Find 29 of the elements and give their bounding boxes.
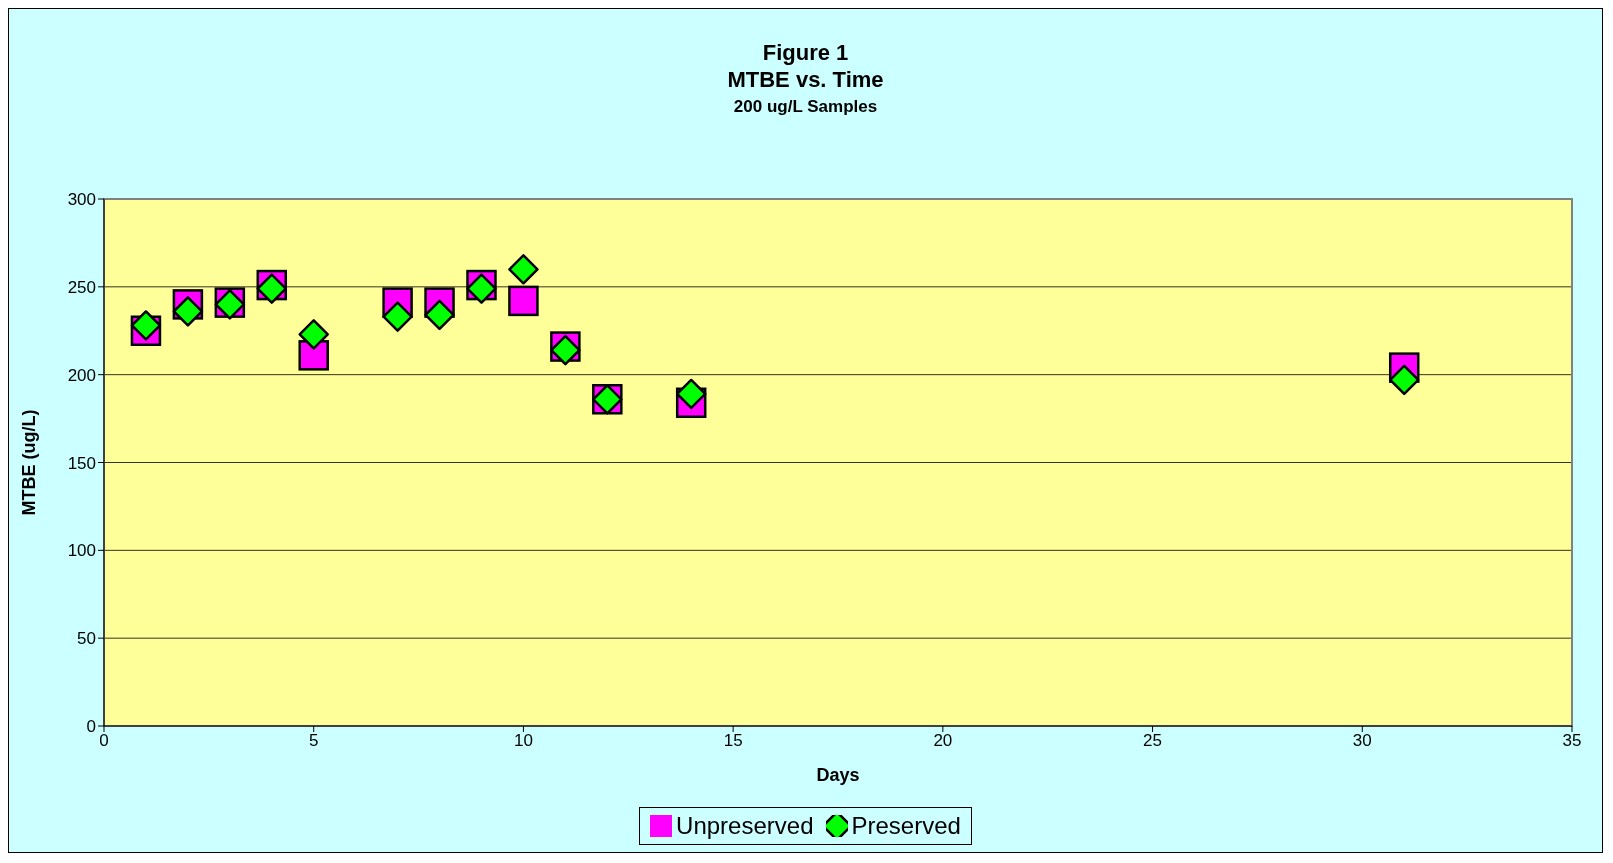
y-tick-label: 50: [77, 629, 96, 649]
y-tick-label: 250: [67, 277, 96, 297]
y-tick-label: 200: [67, 365, 96, 385]
point: [508, 285, 539, 317]
legend-label: Preserved: [851, 812, 961, 840]
y-tick-label: 300: [67, 190, 96, 210]
y-tick-label: 100: [67, 541, 96, 561]
y-tick-label: 150: [67, 453, 96, 473]
chart-subtitle: 200 ug/L Samples: [732, 97, 879, 117]
x-tick-label: 10: [513, 731, 533, 751]
y-axis-title: MTBE (ug/L): [19, 409, 40, 516]
x-tick-label: 35: [1562, 731, 1582, 751]
point: [298, 319, 329, 350]
x-tick-label: 15: [723, 731, 743, 751]
point: [424, 299, 455, 331]
point: [172, 296, 204, 327]
x-tick-label: 25: [1143, 731, 1163, 751]
legend-label: Unpreserved: [676, 812, 814, 840]
point: [1388, 364, 1420, 396]
y-tick-label: 0: [86, 717, 96, 737]
chart-title: Figure 1 MTBE vs. Time: [726, 39, 885, 93]
x-tick-label: 0: [99, 731, 109, 751]
x-tick-label: 20: [933, 731, 953, 751]
x-tick-label: 30: [1352, 731, 1372, 751]
x-tick-label: 5: [308, 731, 319, 751]
point: [382, 301, 413, 332]
point: [508, 254, 539, 285]
x-axis-title: Days: [816, 765, 860, 785]
point: [675, 378, 707, 410]
